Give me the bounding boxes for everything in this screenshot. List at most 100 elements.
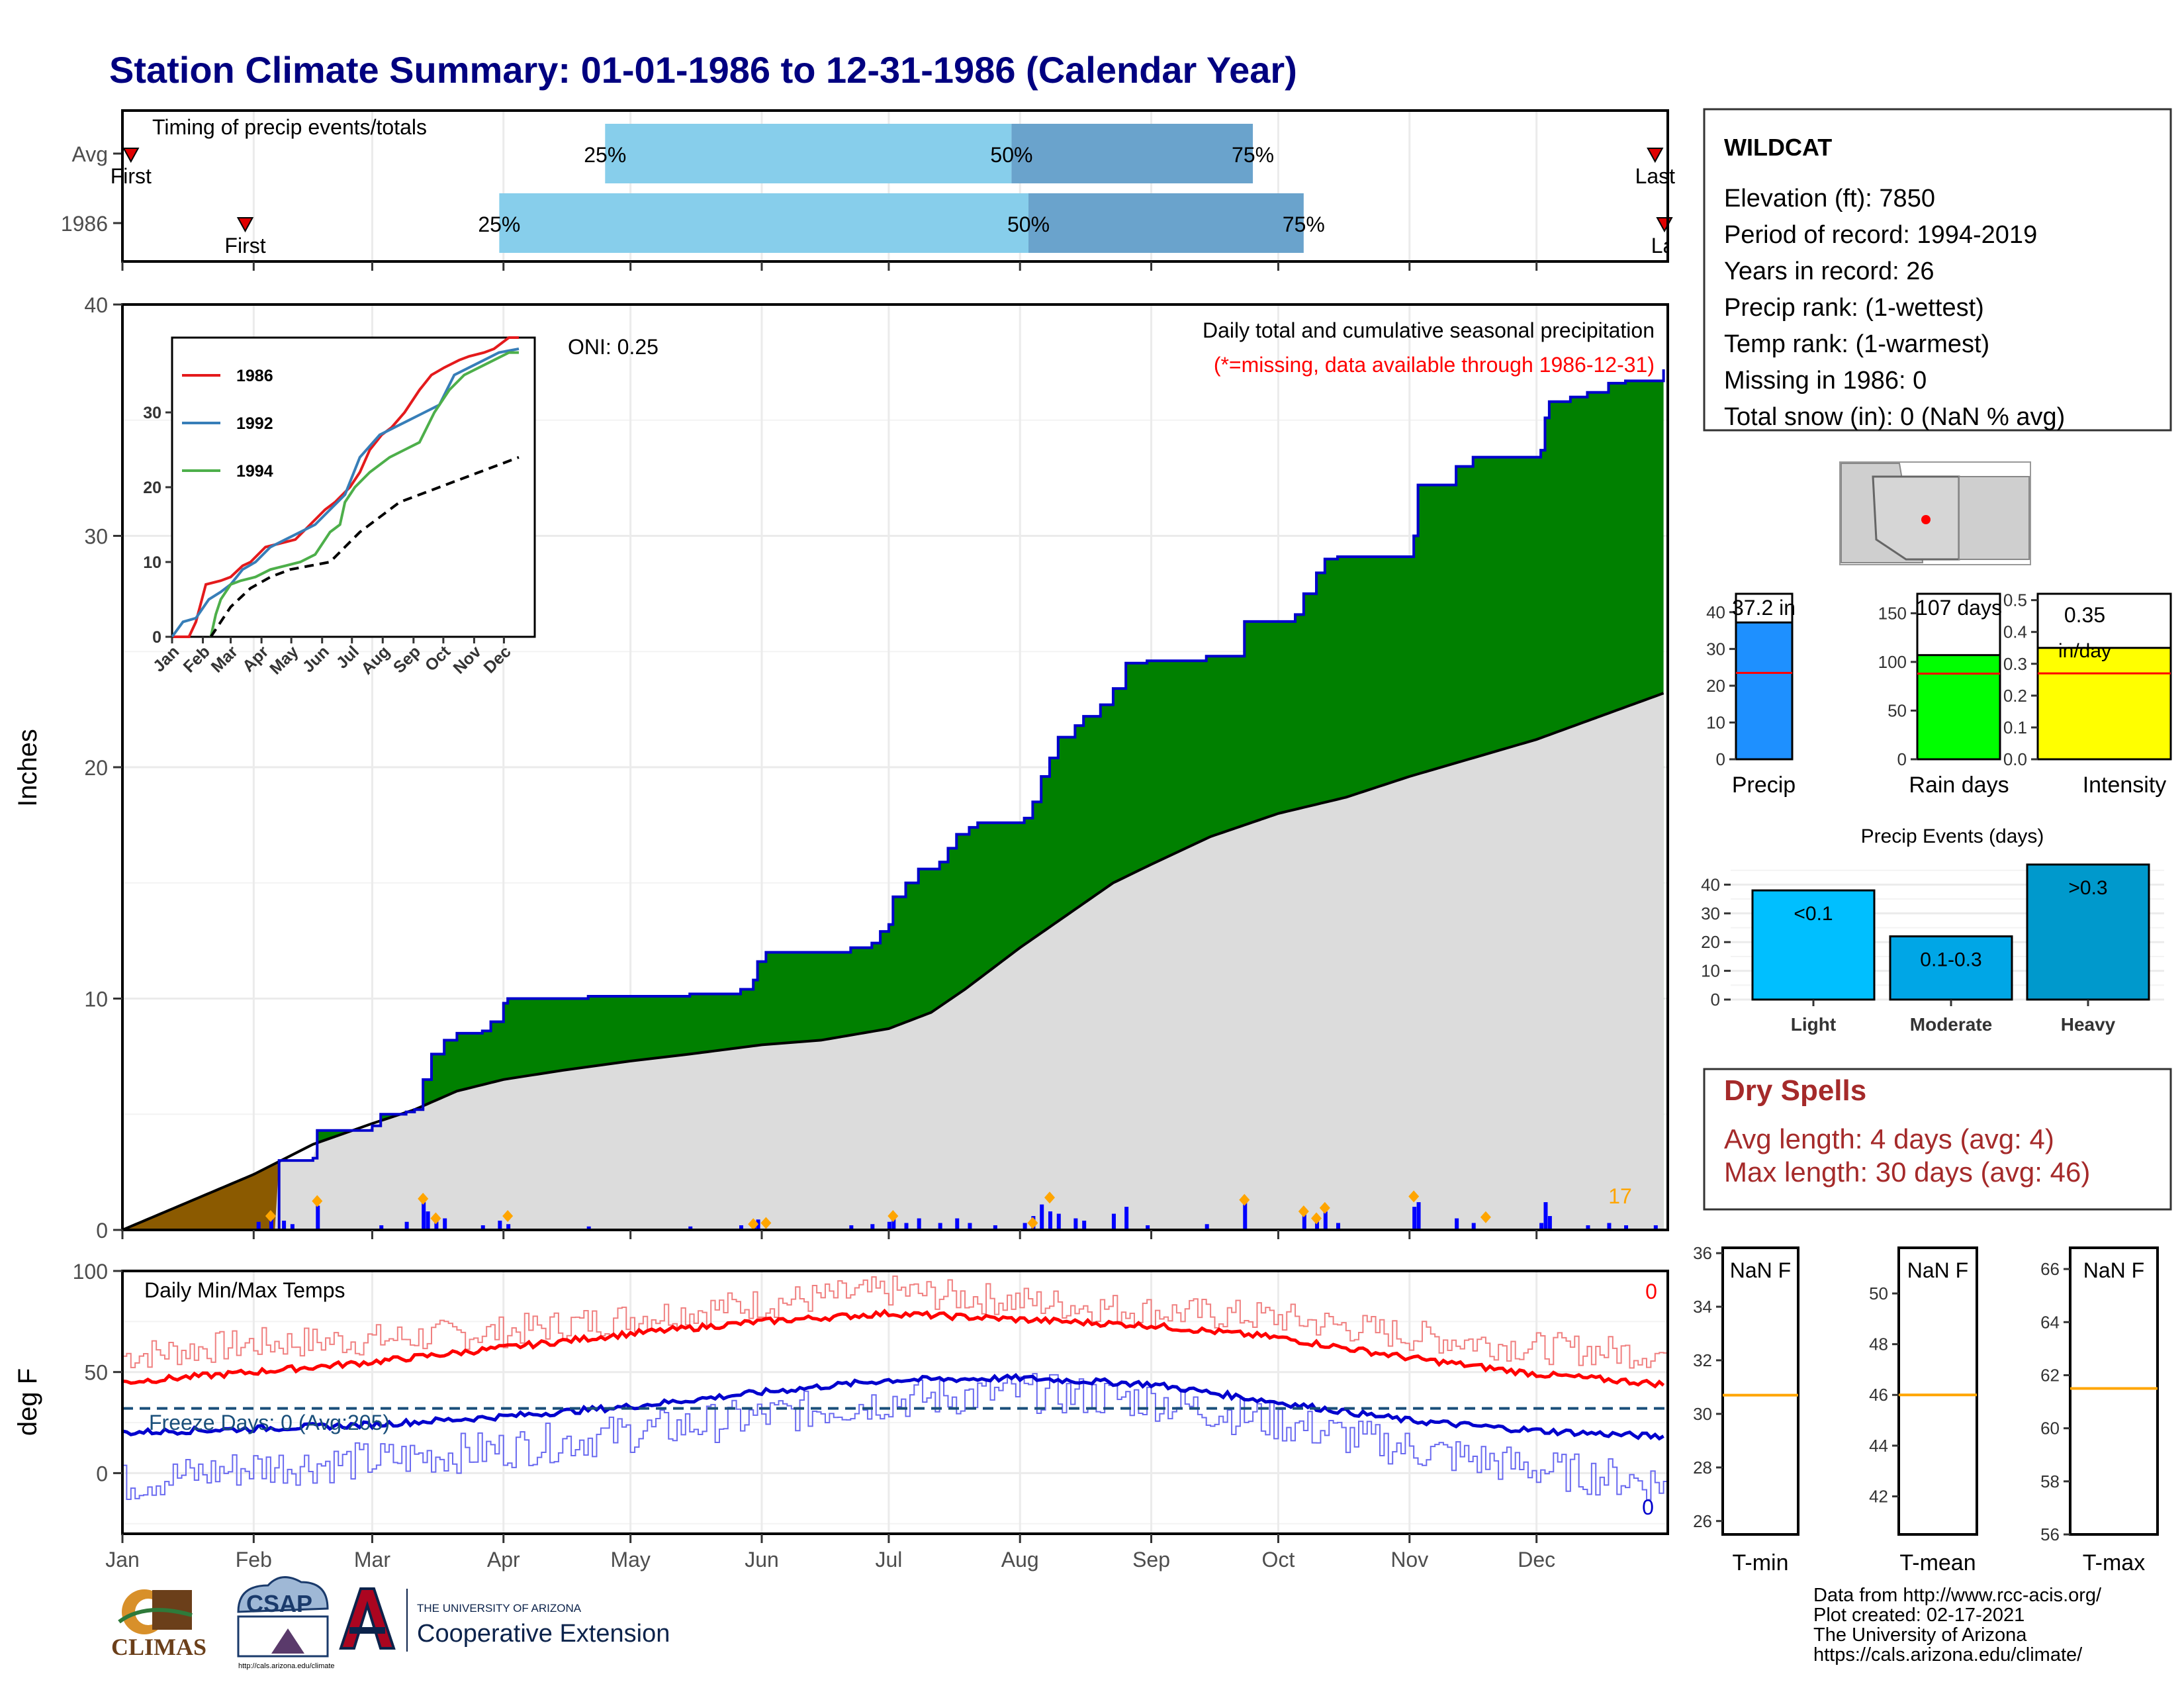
month-tick-label: Mar — [354, 1548, 390, 1571]
tmax-summary-chart: NaN F 56 58 60 62 64 66 T-max — [2040, 1246, 2159, 1575]
month-tick-label: Nov — [1390, 1548, 1428, 1571]
extreme-precip-marker — [748, 1218, 759, 1231]
extreme-precip-marker — [1480, 1211, 1491, 1223]
daily-precip-bar — [739, 1225, 743, 1230]
precip-normal-area — [122, 693, 1664, 1230]
tmax-count-label: 0 — [1645, 1280, 1657, 1303]
daily-precip-bar — [256, 1221, 261, 1230]
daily-precip-bar — [316, 1205, 320, 1230]
intensity-chart-y-tick-label: 0.0 — [2003, 749, 2027, 769]
climas-wordmark: CLIMAS — [111, 1634, 206, 1660]
inset-y-tick-label: 20 — [143, 479, 161, 497]
rain-days-title: Rain days — [1909, 773, 2009, 798]
precip-y-tick-label: 30 — [84, 525, 108, 549]
rain-days-chart-value-bar — [1916, 654, 2001, 761]
temp-frame — [121, 1270, 1669, 1535]
ua-logo: THE UNIVERSITY OF ARIZONA Cooperative Ex… — [339, 1587, 670, 1652]
daily-precip-bar — [1653, 1225, 1658, 1230]
timing-q50-label: 50% — [990, 143, 1032, 167]
last-event-label: Last — [1635, 164, 1676, 188]
precip-event-bar-label: <0.1 — [1794, 903, 1833, 925]
precip-y-tick-label: 10 — [84, 988, 108, 1011]
extreme-precip-marker — [1311, 1212, 1322, 1225]
missing-count-label: 17 — [1608, 1184, 1632, 1208]
tmin-summary-chart-title: T-min — [1733, 1550, 1789, 1575]
events-y-tick-label: 20 — [1701, 932, 1720, 952]
tmax-summary-chart-title: T-max — [2083, 1550, 2145, 1575]
temperature-panel: Freeze Days: 0 (Avg:205) Daily Min/Max Te… — [13, 1260, 1669, 1571]
daily-precip-bar — [1455, 1218, 1459, 1230]
timing-q25-q50-bar — [605, 124, 1012, 183]
events-y-tick-label: 0 — [1711, 990, 1720, 1009]
month-tick-label: Oct — [1262, 1548, 1295, 1571]
daily-precip-bar — [1302, 1211, 1306, 1230]
daily-precip-bar — [1023, 1223, 1027, 1230]
tmin-summary-chart-frame — [1721, 1246, 1799, 1536]
credit-line: Plot created: 02-17-2021 — [1813, 1605, 2025, 1626]
precip-panel: 0 10 20 30 40 Inches Daily total and cumulativ… — [13, 293, 1669, 1243]
timing-q50-q75-bar — [1011, 124, 1253, 183]
inset-legend-label: 1986 — [236, 367, 273, 385]
tmean-summary-chart: NaN F 42 44 46 48 50 T-mean — [1869, 1246, 1978, 1575]
month-tick-label: Sep — [1132, 1548, 1170, 1571]
month-tick-label: Apr — [487, 1548, 520, 1571]
tmax-summary-chart-y-tick-label: 62 — [2040, 1365, 2060, 1385]
events-y-tick-label: 10 — [1701, 961, 1720, 981]
intensity-chart-y-tick-label: 0.3 — [2003, 654, 2027, 674]
daily-precip-bar — [1543, 1202, 1548, 1230]
tmin-summary-chart-y-tick-label: 30 — [1693, 1404, 1712, 1424]
extreme-precip-marker — [265, 1210, 276, 1223]
ua-line2: Cooperative Extension — [417, 1620, 670, 1648]
precip-y-tick-label: 20 — [84, 756, 108, 780]
extreme-precip-marker — [418, 1192, 429, 1205]
ua-line1: THE UNIVERSITY OF ARIZONA — [417, 1602, 582, 1615]
last-event-label: Last — [1651, 234, 1692, 258]
inset-series-line — [209, 455, 520, 638]
daily-precip-bar — [379, 1225, 384, 1230]
daily-precip-bar — [891, 1218, 896, 1230]
intensity-unit: in/day — [2058, 640, 2111, 662]
daily-precip-bar — [586, 1226, 591, 1230]
station-info-frame — [1703, 108, 2172, 432]
credit-line: https://cals.arizona.edu/climate/ — [1813, 1644, 2083, 1665]
tmin-count-label: 0 — [1642, 1495, 1654, 1519]
first-event-marker — [236, 217, 254, 233]
daily-precip-bar — [426, 1211, 430, 1230]
tmin-summary-chart-y-tick-label: 32 — [1693, 1350, 1712, 1370]
tmean-summary-chart-y-tick-label: 46 — [1869, 1385, 1888, 1405]
month-tick-label: Feb — [236, 1548, 272, 1571]
last-event-marker — [1647, 148, 1664, 164]
csap-url: http://cals.arizona.edu/climate — [238, 1662, 335, 1670]
daily-precip-bar — [1205, 1224, 1209, 1230]
precip-y-axis-label: Inches — [13, 729, 42, 807]
temp-chart-title: Daily Min/Max Temps — [144, 1278, 345, 1302]
precip-events-chart: Precip Events (days) <0.1 Light 0.1-0.3 Mode… — [1701, 825, 2164, 1035]
daily-precip-bar — [904, 1223, 909, 1230]
precip-chart-title: Daily total and cumulative seasonal prec… — [1203, 318, 1655, 342]
extreme-precip-marker — [502, 1210, 514, 1223]
daily-precip-bar — [1607, 1223, 1612, 1230]
tmin-summary-chart: NaN F 26 28 30 32 34 36 T-min — [1693, 1243, 1799, 1575]
dry-spells-title: Dry Spells — [1724, 1074, 1866, 1107]
daily-precip-bar — [1082, 1221, 1087, 1230]
tmean-summary-chart-value: NaN F — [1907, 1258, 1968, 1282]
inset-y-tick-label: 0 — [152, 628, 161, 647]
credit-line: Data from http://www.rcc-acis.org/ — [1813, 1585, 2102, 1606]
daily-precip-bar — [1547, 1216, 1552, 1230]
temp-y-tick-label: 100 — [73, 1260, 108, 1284]
month-tick-label: Jun — [745, 1548, 779, 1571]
temp-y-axis-label: deg F — [13, 1368, 42, 1436]
daily-precip-bar — [1323, 1211, 1328, 1230]
extreme-precip-marker — [1027, 1217, 1038, 1229]
precip-total-chart-value-bar — [1735, 621, 1794, 761]
oni-label: ONI: 0.25 — [568, 335, 659, 359]
freeze-days-label: Freeze Days: 0 (Avg:205) — [149, 1411, 390, 1434]
daily-precip-bar — [269, 1218, 273, 1230]
precip-y-tick-label: 0 — [96, 1219, 108, 1243]
precip-total-title: Precip — [1732, 773, 1796, 798]
station-info-line: Missing in 1986: 0 — [1724, 367, 1927, 395]
first-event-label: First — [111, 164, 152, 188]
station-info-line: Years in record: 26 — [1724, 258, 1934, 285]
precip-total-chart-y-tick-label: 30 — [1706, 639, 1725, 659]
